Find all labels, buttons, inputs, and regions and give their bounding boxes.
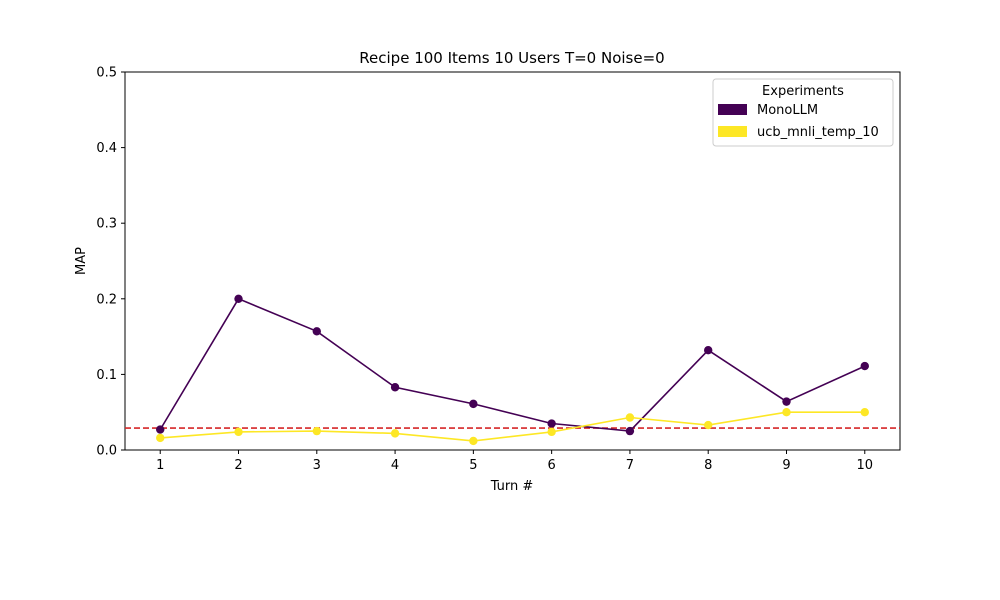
y-tick-label: 0.0 bbox=[96, 444, 117, 459]
series-2-point bbox=[469, 436, 478, 446]
series-1-point bbox=[860, 361, 869, 371]
series-1-point bbox=[704, 346, 713, 355]
series-1-point bbox=[547, 419, 556, 428]
x-axis-label: Turn # bbox=[490, 479, 534, 494]
x-tick-label: 8 bbox=[704, 458, 712, 473]
x-tick-label: 7 bbox=[626, 458, 634, 473]
series-2-point bbox=[704, 420, 713, 430]
series-2-point bbox=[234, 427, 243, 437]
series-line-1 bbox=[159, 297, 866, 432]
series-2-point bbox=[156, 433, 165, 443]
series-2-point bbox=[547, 427, 556, 437]
legend: Experiments MonoLLM ucb_mnli_temp_10 bbox=[712, 78, 894, 147]
y-tick-label: 0.1 bbox=[96, 368, 117, 383]
y-tick-label: 0.5 bbox=[96, 66, 117, 81]
series-2-point bbox=[860, 408, 869, 417]
series-2-point bbox=[390, 429, 400, 438]
series-2-point bbox=[312, 426, 321, 436]
chart-title: Recipe 100 Items 10 Users T=0 Noise=0 bbox=[359, 49, 664, 67]
legend-swatch-1 bbox=[718, 104, 747, 115]
series-1-point bbox=[312, 327, 321, 336]
legend-swatch-2 bbox=[718, 126, 747, 137]
y-axis-label: MAP bbox=[74, 247, 89, 275]
axes-frame bbox=[124, 71, 901, 451]
x-tick-label: 2 bbox=[234, 458, 242, 473]
series-1-point bbox=[234, 294, 243, 303]
legend-label-2: ucb_mnli_temp_10 bbox=[757, 125, 879, 140]
series-1-point bbox=[156, 425, 165, 434]
series-line-2 bbox=[160, 411, 865, 442]
x-tick-label: 9 bbox=[782, 458, 790, 473]
series-1-point bbox=[469, 399, 478, 409]
series-2-point bbox=[782, 408, 791, 417]
x-tick-label: 10 bbox=[856, 458, 873, 473]
y-tick-label: 0.3 bbox=[96, 217, 117, 232]
x-tick-label: 6 bbox=[548, 458, 556, 473]
legend-label-1: MonoLLM bbox=[757, 103, 818, 118]
series-1-point bbox=[390, 383, 400, 392]
series-1-point bbox=[625, 426, 635, 436]
x-tick-label: 5 bbox=[469, 458, 477, 473]
legend-title: Experiments bbox=[762, 84, 844, 99]
series-2-point bbox=[625, 413, 635, 422]
y-tick-label: 0.2 bbox=[96, 292, 117, 307]
y-tick-label: 0.4 bbox=[96, 141, 117, 156]
plot-area: 0.0 0.1 0.2 0.3 0.4 0.5 1 2 3 4 5 6 7 8 9 10 bbox=[96, 66, 901, 473]
series-1-point bbox=[782, 397, 791, 406]
x-tick-label: 1 bbox=[156, 458, 164, 473]
x-tick-label: 3 bbox=[313, 458, 321, 473]
legend-box bbox=[712, 78, 894, 147]
x-tick-label: 4 bbox=[391, 458, 399, 473]
